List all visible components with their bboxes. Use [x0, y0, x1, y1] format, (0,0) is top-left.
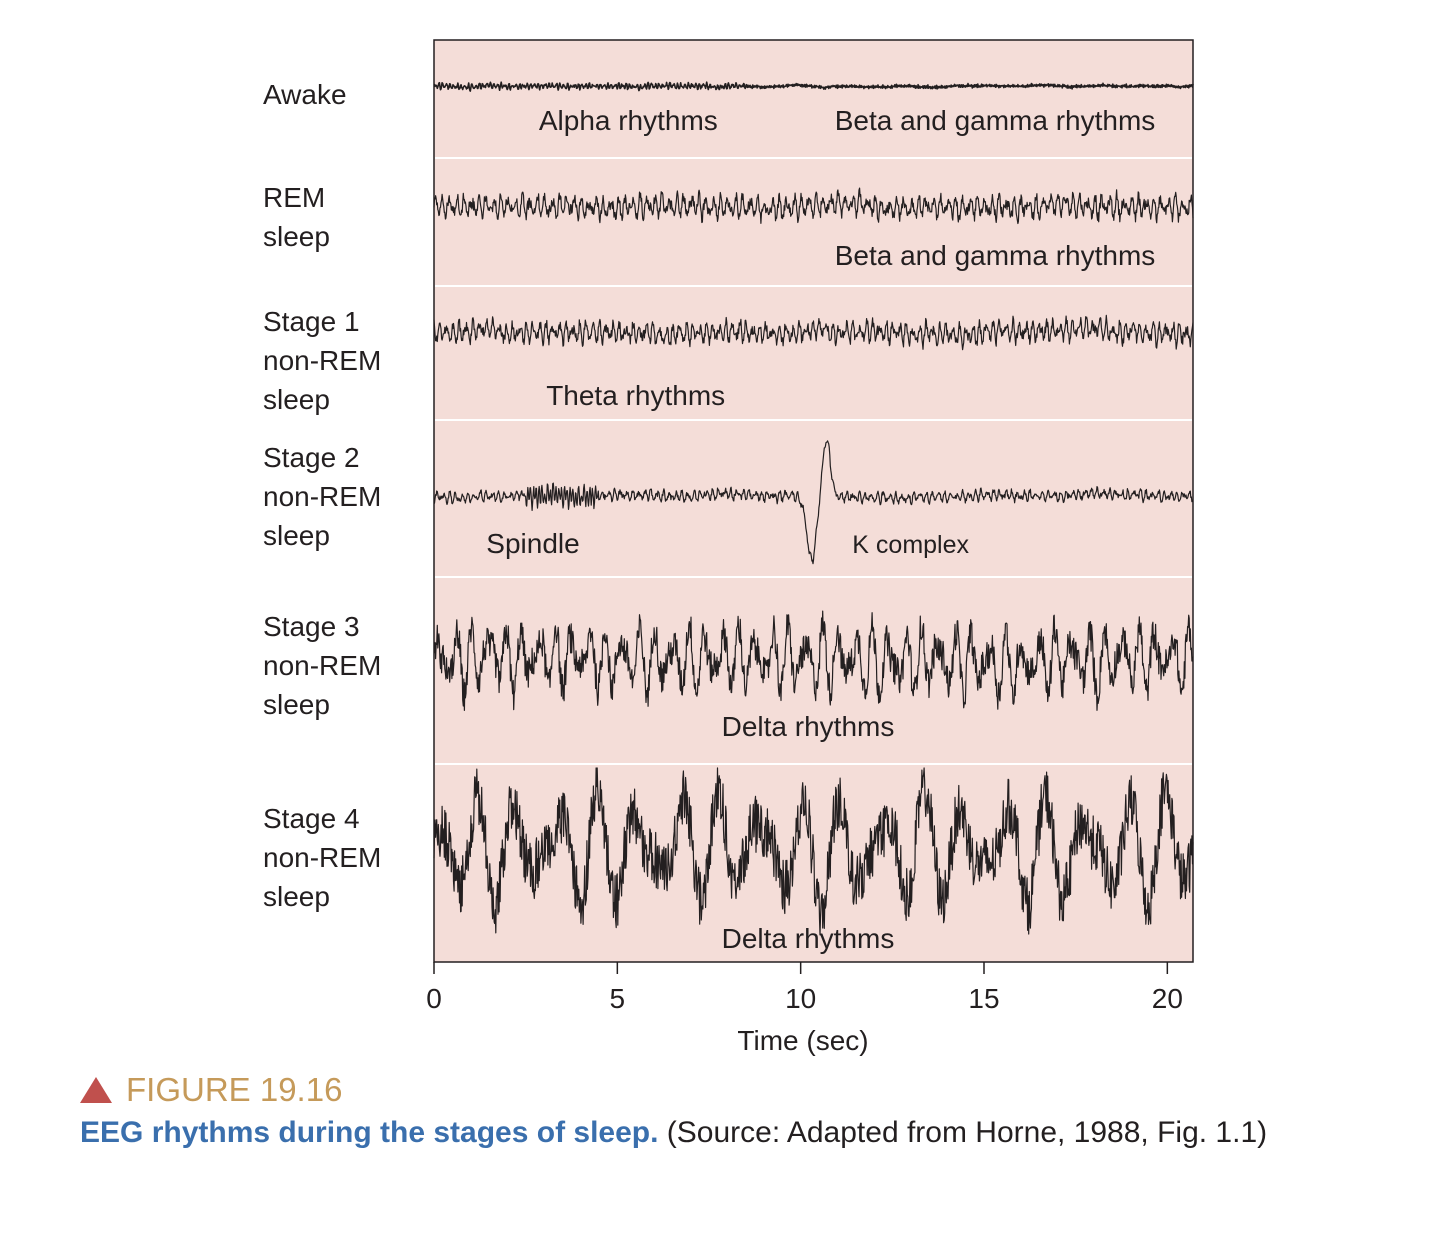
figure-caption: FIGURE 19.16 EEG rhythms during the stag…: [80, 1070, 1380, 1152]
plot-frame: [433, 39, 1194, 963]
stage-label-line: Stage 2: [263, 442, 360, 473]
stage-label-line: sleep: [263, 221, 330, 252]
rhythm-annotation: Theta rhythms: [546, 380, 725, 411]
rhythm-annotation: K complex: [852, 531, 969, 559]
stage-label-line: non-REM: [263, 345, 382, 376]
x-tick-label: 20: [1152, 983, 1183, 1014]
stage-label-line: sleep: [263, 881, 330, 912]
stage-label: Awake: [263, 75, 428, 114]
x-tick-label: 5: [610, 983, 626, 1014]
stage-label-line: sleep: [263, 384, 330, 415]
stage-label-line: non-REM: [263, 481, 382, 512]
x-tick-label: 0: [426, 983, 442, 1014]
stage-label: Stage 4 non-REM sleep: [263, 799, 428, 916]
figure-label: FIGURE 19.16: [126, 1071, 343, 1108]
triangle-icon: [80, 1077, 112, 1103]
stage-label-line: REM: [263, 182, 326, 213]
stage-label: Stage 3 non-REM sleep: [263, 607, 428, 724]
stage-label-line: Awake: [263, 79, 347, 110]
eeg-trace: [433, 440, 1194, 565]
x-axis-label: Time (sec): [737, 1025, 868, 1056]
stage-label-line: non-REM: [263, 842, 382, 873]
x-tick-label: 15: [968, 983, 999, 1014]
figure-description: EEG rhythms during the stages of sleep. …: [80, 1114, 1380, 1152]
rhythm-annotation: Alpha rhythms: [539, 105, 718, 136]
rhythm-annotation: Beta and gamma rhythms: [835, 240, 1156, 271]
rhythm-annotation: Beta and gamma rhythms: [835, 105, 1156, 136]
stage-label: REM sleep: [263, 178, 428, 256]
eeg-figure: Alpha rhythms Beta and gamma rhythms Beta …: [426, 39, 1194, 1056]
caption-source-text: (Source: Adapted from Horne, 1988, Fig. …: [666, 1116, 1268, 1149]
eeg-trace: [433, 767, 1194, 936]
eeg-trace: [433, 187, 1194, 225]
rhythm-annotation: Spindle: [486, 528, 579, 559]
stage-label: Stage 2 non-REM sleep: [263, 438, 428, 555]
eeg-trace: [433, 610, 1194, 712]
stage-label-line: sleep: [263, 520, 330, 551]
stage-label-line: sleep: [263, 689, 330, 720]
stage-label: Stage 1 non-REM sleep: [263, 302, 428, 419]
eeg-trace: [433, 81, 1194, 92]
stage-label-line: non-REM: [263, 650, 382, 681]
stage-label-line: Stage 3: [263, 611, 360, 642]
rhythm-annotation: Delta rhythms: [722, 711, 895, 742]
eeg-plot: Alpha rhythms Beta and gamma rhythms Beta …: [426, 39, 1194, 1056]
rhythm-annotation: Delta rhythms: [722, 923, 895, 954]
caption-bold-text: EEG rhythms during the stages of sleep.: [80, 1116, 659, 1149]
figure-title: FIGURE 19.16: [80, 1070, 1380, 1110]
eeg-trace: [433, 314, 1194, 351]
x-tick-label: 10: [785, 983, 816, 1014]
stage-label-line: Stage 1: [263, 306, 360, 337]
stage-label-line: Stage 4: [263, 803, 360, 834]
